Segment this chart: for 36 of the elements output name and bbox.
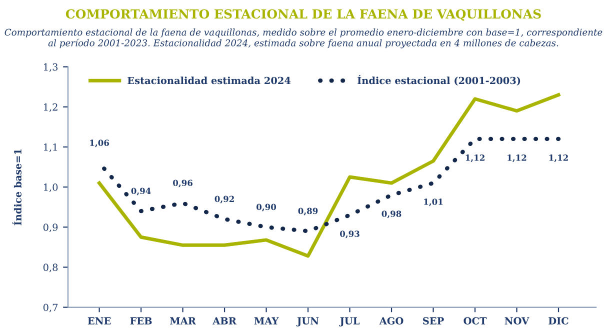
y-tick-label: 0,8 xyxy=(43,264,58,272)
legend-label: Índice estacional (2001-2003) xyxy=(358,75,520,86)
chart-subtitle: Comportamiento estacional de la faena de vaquillonas, medido sobre el promedio enero-diciembre con base=1, correspondiente al período 2001-2023. Estacionalidad 2024, estimada sobre faena anual proyectada en 4 millones de cabezas. xyxy=(4,28,602,48)
y-axis-title: Índice base=1 xyxy=(12,149,22,226)
data-label: 0,98 xyxy=(382,210,402,218)
x-tick-label: ENE xyxy=(88,317,111,324)
x-tick-label: MAR xyxy=(170,317,196,324)
data-label: 1,12 xyxy=(466,154,484,162)
data-label: 1,01 xyxy=(424,198,443,206)
x-tick-label: JUN xyxy=(296,317,319,326)
x-tick-label: FEB xyxy=(130,317,152,324)
y-tick-label: 1,1 xyxy=(44,143,57,152)
x-tick-label: DIC xyxy=(548,317,568,325)
x-tick-label: SEP xyxy=(423,317,444,325)
data-label: 0,90 xyxy=(256,204,276,212)
x-tick-label: NOV xyxy=(504,317,530,325)
chart-title: COMPORTAMIENTO ESTACIONAL DE LA FAENA DE VAQUILLONAS xyxy=(66,9,541,21)
x-tick-label: JUL xyxy=(339,317,360,326)
y-tick-label: 0,9 xyxy=(43,224,58,232)
x-tick-label: ABR xyxy=(212,317,237,324)
y-tick-label: 0,7 xyxy=(43,304,58,312)
x-tick-label: AGO xyxy=(379,317,404,325)
x-tick-label: MAY xyxy=(254,317,279,324)
data-label: 0,94 xyxy=(131,188,151,196)
data-label: 0,93 xyxy=(340,230,360,238)
data-label: 1,06 xyxy=(90,140,109,148)
x-tick-label: OCT xyxy=(464,317,487,325)
data-label: 0,96 xyxy=(173,180,192,188)
data-label: 0,92 xyxy=(214,196,234,204)
data-label: 1,12 xyxy=(508,154,526,162)
y-tick-label: 1,2 xyxy=(44,103,58,112)
y-tick-label: 1,0 xyxy=(44,184,58,192)
data-label: 0,89 xyxy=(298,208,318,216)
legend-label: Estacionalidad estimada 2024 xyxy=(128,76,291,84)
data-label: 1,12 xyxy=(549,154,568,162)
y-tick-label: 1,3 xyxy=(44,63,58,72)
